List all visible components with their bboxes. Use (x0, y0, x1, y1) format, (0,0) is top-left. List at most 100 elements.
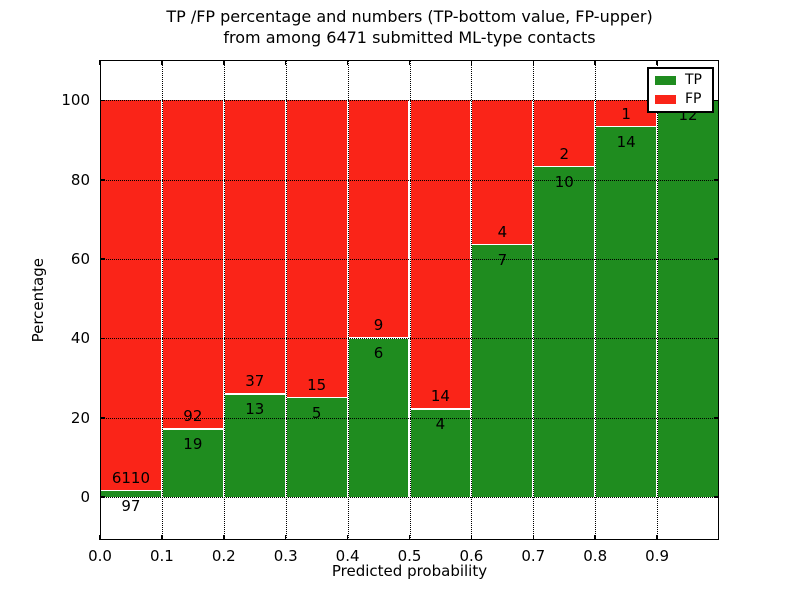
tp-count-label: 5 (311, 403, 322, 422)
legend: TP FP (647, 67, 714, 113)
y-tick-label: 20 (70, 408, 90, 427)
x-tick-top (470, 60, 473, 65)
fp-count-label: 92 (183, 407, 203, 426)
y-tick-label: 40 (70, 329, 90, 348)
bar-segment-edge (348, 337, 409, 339)
bar-fp-segment (101, 100, 161, 491)
bar-segment-edge (286, 396, 347, 399)
x-gridline (285, 60, 287, 540)
x-tick-label: 0.0 (88, 547, 112, 565)
bar-segment-edge (472, 243, 533, 246)
x-tick-bottom (161, 535, 163, 540)
x-tick-top (594, 60, 596, 65)
x-tick-label: 0.6 (459, 547, 484, 565)
tp-count-label: 14 (616, 132, 636, 151)
bar-segment-edge (162, 428, 223, 430)
x-tick-top (161, 60, 163, 65)
tp-count-label: 6 (373, 344, 384, 363)
bar-segment-edge (596, 125, 657, 128)
bar-segment-edge (410, 408, 471, 410)
bar-fp-segment (162, 100, 223, 430)
bar-tp-segment (596, 126, 657, 498)
x-tick-label: 0.4 (335, 547, 360, 565)
x-gridline (471, 60, 473, 540)
bar-segment-edge (224, 393, 285, 395)
tp-count-label: 4 (435, 415, 446, 433)
x-tick-bottom (532, 535, 535, 540)
fp-count-label: 37 (245, 372, 265, 391)
x-tick-top (284, 60, 287, 65)
tp-count-label: 19 (183, 435, 203, 454)
y-tick-label: 0 (80, 488, 90, 507)
x-tick-bottom (284, 535, 287, 540)
y-tick-left (100, 99, 105, 102)
x-axis-label: Predicted probability (331, 562, 488, 580)
bar-tp-segment (410, 409, 471, 498)
tp-count-label: 10 (554, 172, 574, 191)
fp-count-label: 1 (621, 104, 631, 123)
x-tick-top (223, 60, 225, 65)
bar-tp-segment (658, 100, 718, 498)
fp-count-label: 14 (430, 387, 450, 405)
y-tick-left (100, 417, 105, 419)
legend-row: TP (655, 72, 706, 88)
y-tick-right (714, 99, 719, 102)
y-tick-right (714, 179, 719, 181)
x-tick-top (346, 60, 349, 65)
bar-tp-segment (162, 429, 223, 498)
bar-fp-segment (286, 100, 347, 398)
chart-title-line2: from among 6471 submitted ML-type contac… (223, 28, 596, 47)
y-axis-label-wrap: Percentage (26, 60, 50, 540)
bar-tp-segment (472, 244, 533, 498)
bar-fp-segment (472, 100, 533, 245)
x-tick-label: 0.3 (273, 547, 298, 565)
bar-tp-segment (348, 338, 409, 498)
x-tick-bottom (346, 535, 349, 540)
bar-fp-segment (410, 100, 471, 409)
legend-label: TP (685, 72, 702, 88)
y-tick-left (100, 179, 105, 181)
x-tick-label: 0.1 (149, 547, 174, 565)
x-tick-top (656, 60, 658, 65)
bar-fp-segment (596, 100, 657, 127)
x-gridline (533, 60, 535, 540)
legend-row: FP (655, 91, 706, 107)
bar-fp-segment (534, 100, 595, 167)
x-gridline (409, 60, 411, 540)
x-tick-label: 0.9 (645, 547, 670, 565)
bar-fp-segment (224, 100, 285, 394)
x-tick-bottom (594, 535, 596, 540)
x-tick-label: 0.2 (211, 547, 236, 565)
fp-count-label: 9 (373, 316, 384, 335)
x-tick-bottom (408, 535, 411, 540)
fp-count-label: 6110 (111, 468, 151, 487)
fp-count-label: 15 (307, 375, 327, 394)
y-tick-left (100, 337, 105, 340)
x-gridline (347, 60, 349, 540)
x-gridline (161, 60, 163, 540)
y-tick-right (714, 496, 719, 498)
y-tick-right (714, 417, 719, 419)
bar-tp-segment (224, 394, 285, 498)
bar-tp-segment (286, 397, 347, 498)
tp-count-label: 7 (497, 250, 508, 269)
y-tick-label: 60 (70, 250, 90, 269)
legend-label: FP (685, 91, 702, 107)
chart-title: TP /FP percentage and numbers (TP-bottom… (100, 6, 719, 48)
y-tick-right (714, 258, 719, 260)
y-tick-label: 80 (70, 170, 90, 189)
x-gridline (223, 60, 225, 540)
x-tick-label: 0.7 (521, 547, 546, 565)
y-tick-right (714, 337, 719, 340)
fp-count-label: 4 (497, 222, 508, 241)
x-tick-top (408, 60, 411, 65)
x-tick-bottom (656, 535, 658, 540)
x-tick-label: 0.8 (583, 547, 608, 565)
legend-swatch-icon (655, 95, 676, 104)
bar-tp-segment (534, 166, 595, 498)
x-tick-label: 0.5 (397, 547, 422, 565)
chart-title-line1: TP /FP percentage and numbers (TP-bottom… (166, 7, 653, 26)
fp-count-label: 2 (559, 144, 570, 163)
x-tick-bottom (470, 535, 473, 540)
